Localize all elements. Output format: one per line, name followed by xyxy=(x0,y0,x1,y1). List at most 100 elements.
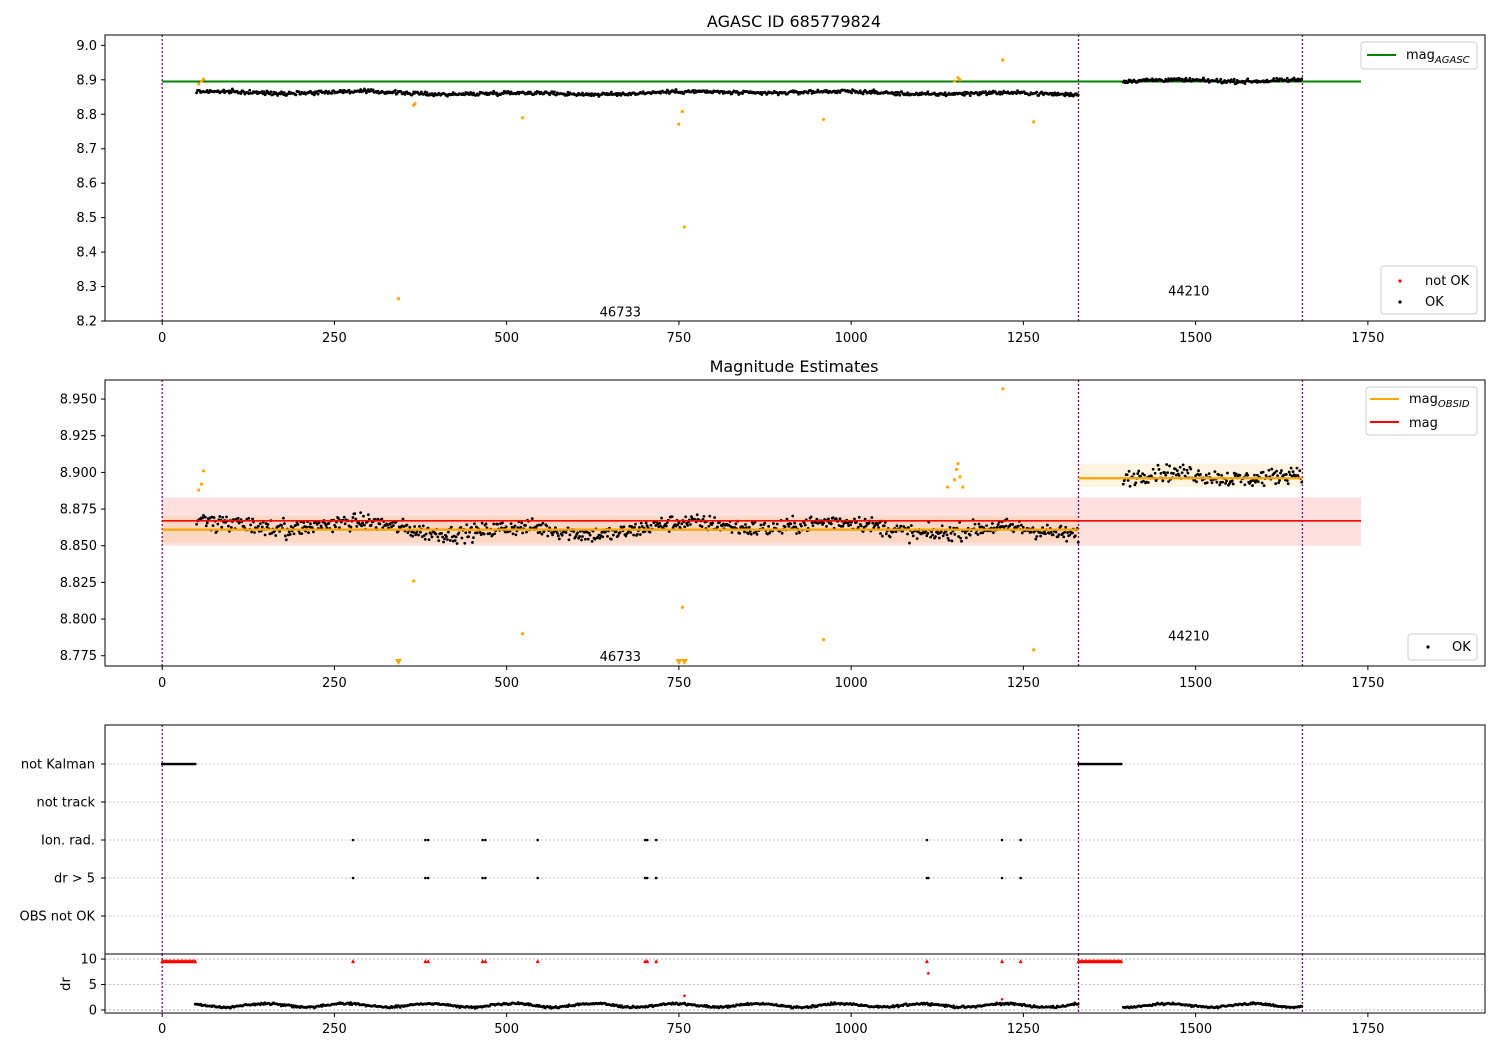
estimates-ok-point xyxy=(982,526,986,530)
agasc-ok-point xyxy=(1069,91,1072,95)
estimates-clipped-marker xyxy=(394,659,402,665)
estimates-ok-point xyxy=(205,521,209,525)
estimates-ok-point xyxy=(759,523,763,527)
estimates-ok-point xyxy=(1193,478,1197,482)
agasc-ok-point xyxy=(674,88,678,91)
dr-x-tick-label: 1500 xyxy=(1179,1022,1212,1037)
estimates-ok-point xyxy=(1296,474,1300,477)
estimates-ok-point xyxy=(707,524,711,528)
estimates-ok-point xyxy=(1127,469,1131,473)
agasc-ok-point xyxy=(330,91,334,95)
agasc-ok-point xyxy=(262,90,266,94)
estimates-ok-point xyxy=(224,520,227,524)
estimates-ok-point xyxy=(283,534,287,538)
estimates-ok-point xyxy=(959,536,962,540)
estimates-ok-point xyxy=(1260,481,1264,485)
estimates-ok-point xyxy=(684,515,688,519)
estimates-panel-x-ticks: 0 250 500 750 1000 1250 1500 1750 xyxy=(158,666,1384,691)
estimates-ok-point xyxy=(616,534,620,538)
estimates-ok-point xyxy=(434,532,438,536)
estimates-ok-point xyxy=(1195,480,1198,484)
estimates-ok-point xyxy=(670,515,674,519)
estimates-ok-point xyxy=(937,536,941,540)
estimates-ok-point xyxy=(480,521,484,525)
agasc-ok-point xyxy=(1243,82,1247,86)
estimates-ok-point xyxy=(751,522,755,526)
estimates-ok-point xyxy=(1143,473,1146,477)
estimates-ok-point xyxy=(509,522,513,526)
estimates-legend-mag-label: mag xyxy=(1409,416,1438,431)
estimates-ok-point xyxy=(960,539,963,543)
estimates-ok-point xyxy=(811,524,815,528)
estimates-ok-point xyxy=(1005,517,1009,521)
estimates-ok-point xyxy=(915,537,919,540)
estimates-ok-point xyxy=(288,533,292,536)
agasc-y-tick-label: 8.8 xyxy=(76,108,97,123)
estimates-ok-point xyxy=(1288,473,1292,477)
agasc-y-tick-label: 8.6 xyxy=(76,177,97,192)
estimates-outlier-point xyxy=(961,485,965,489)
agasc-ok-point xyxy=(371,88,375,92)
estimates-ok-point xyxy=(636,532,639,536)
estimates-ok-point xyxy=(247,516,251,520)
estimates-ok-point xyxy=(1251,484,1254,487)
estimates-ok-point xyxy=(768,531,771,535)
estimates-ok-point xyxy=(857,515,861,519)
dr-point xyxy=(828,1003,832,1007)
estimates-ok-point xyxy=(780,531,784,535)
agasc-ok-point xyxy=(1231,80,1235,84)
dr-point xyxy=(929,1004,932,1007)
estimates-ok-point xyxy=(745,526,748,530)
agasc-ok-point xyxy=(1277,79,1280,83)
estimates-ok-point xyxy=(664,524,668,528)
estimates-ok-point xyxy=(251,517,254,521)
estimates-ok-point xyxy=(1256,480,1260,484)
estimates-ok-point xyxy=(1172,472,1175,475)
estimates-ok-point xyxy=(1221,480,1225,484)
estimates-ok-point xyxy=(1178,465,1182,469)
estimates-ok-point xyxy=(1275,469,1279,473)
agasc-ok-point xyxy=(850,91,853,95)
estimates-ok-point xyxy=(551,533,554,537)
estimates-legend-lower-frame xyxy=(1407,633,1478,661)
agasc-ok-point xyxy=(614,91,618,95)
estimates-x-tick-label: 1500 xyxy=(1179,676,1212,691)
estimates-x-tick-label: 1000 xyxy=(835,676,868,691)
estimates-ok-point xyxy=(1051,533,1055,537)
estimates-ok-point xyxy=(606,534,609,538)
agasc-ok-point xyxy=(393,88,397,92)
flags-point xyxy=(927,876,930,880)
estimates-ok-point xyxy=(242,524,246,528)
agasc-ok-point xyxy=(898,93,902,97)
estimates-ok-point xyxy=(1255,473,1259,477)
estimates-ok-point xyxy=(968,533,972,537)
agasc-ok-point xyxy=(279,92,282,96)
dr-flag-marker xyxy=(480,959,485,964)
agasc-ok-point xyxy=(399,90,403,94)
estimates-ok-point xyxy=(421,524,425,528)
estimates-ok-point xyxy=(734,522,738,526)
dr-flag-marker xyxy=(1018,959,1023,964)
flags-point xyxy=(1019,876,1022,880)
estimates-ok-point xyxy=(906,532,909,536)
estimates-ok-point xyxy=(334,525,337,529)
estimates-ok-point xyxy=(408,525,412,529)
estimates-ok-point xyxy=(1173,467,1177,471)
estimates-ok-point xyxy=(785,517,789,521)
agasc-ok-point xyxy=(1188,76,1192,80)
estimates-ok-point xyxy=(414,533,417,537)
estimates-ok-point xyxy=(280,524,283,527)
flags-point xyxy=(426,838,430,842)
estimates-ok-point xyxy=(1126,478,1130,482)
estimates-ok-point xyxy=(471,541,474,544)
agasc-obsid-label: 44210 xyxy=(1168,285,1209,300)
estimates-ok-point xyxy=(909,524,913,527)
estimates-ok-point xyxy=(1175,469,1179,473)
estimates-ok-point xyxy=(930,530,934,534)
estimates-ok-point xyxy=(683,525,687,529)
estimates-ok-point xyxy=(658,521,662,525)
agasc-ok-point xyxy=(432,94,436,98)
estimates-ok-point xyxy=(440,531,444,535)
estimates-ok-point xyxy=(576,531,580,535)
agasc-ok-point xyxy=(963,93,966,97)
